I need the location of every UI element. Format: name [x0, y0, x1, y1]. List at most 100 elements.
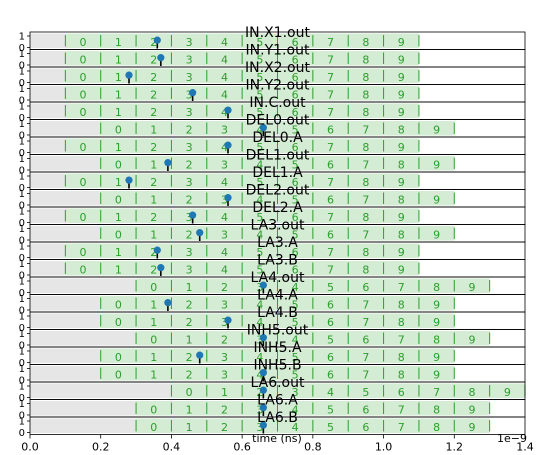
lane-title: IN.X1.out: [245, 25, 310, 41]
segment-label: 4: [292, 404, 299, 417]
segment-label: 7: [362, 351, 369, 364]
segment-label: 3: [186, 54, 193, 67]
segment-label: 4: [221, 176, 228, 189]
segment-label: 3: [221, 369, 228, 382]
idle-region: [30, 86, 66, 101]
segment-label: 6: [292, 54, 299, 67]
idle-region: [30, 103, 66, 118]
segment-label: 8: [362, 54, 369, 67]
segment-label: 2: [221, 421, 228, 434]
segment-label: 4: [221, 36, 228, 49]
y-tick-label: 0: [19, 218, 25, 229]
lane-18: 0 1 2 3 4 5 6 7 8 910: [19, 347, 526, 369]
segment-label: 2: [186, 299, 193, 312]
segment-label: 8: [398, 229, 405, 242]
segment-label: 9: [398, 246, 405, 259]
segment-label: 3: [256, 281, 263, 294]
y-tick-label: 0: [19, 341, 25, 352]
event-marker: [125, 71, 133, 79]
lane-1: 0 1 2 3 4 5 6 7 8 910: [19, 49, 526, 72]
segment-label: 4: [256, 316, 263, 329]
segment-label: 5: [292, 124, 299, 137]
segment-label: 2: [150, 176, 157, 189]
event-marker: [196, 229, 204, 237]
segment-label: 5: [292, 299, 299, 312]
segment-label: 6: [292, 106, 299, 119]
lane-5: 0 1 2 3 4 5 6 7 8 910: [19, 119, 526, 142]
segment-label: 6: [327, 299, 334, 312]
lane-15: 0 1 2 3 4 5 6 7 8 910: [19, 294, 526, 317]
segment-label: 9: [433, 299, 440, 312]
x-tick-label: 0.6: [233, 441, 251, 454]
segment-label: 1: [150, 316, 157, 329]
segment-label: 5: [327, 404, 334, 417]
event-marker: [153, 246, 161, 254]
segment-label: 5: [256, 176, 263, 189]
segment-label: 7: [433, 386, 440, 399]
segment-label: 8: [362, 141, 369, 154]
segment-label: 5: [292, 159, 299, 172]
segment-label: 9: [398, 264, 405, 277]
segment-label: 3: [221, 194, 228, 207]
y-tick-label: 0: [19, 61, 25, 72]
idle-region: [30, 401, 137, 416]
lane-title: IN.X2.out: [245, 60, 310, 76]
segment-label: 2: [150, 211, 157, 224]
lane-title: INH5.A: [253, 340, 301, 356]
segment-label: 8: [433, 334, 440, 347]
segment-label: 6: [292, 211, 299, 224]
segment-label: 9: [398, 71, 405, 84]
segment-label: 8: [362, 106, 369, 119]
segment-label: 1: [115, 211, 122, 224]
y-tick-label: 1: [19, 207, 25, 218]
event-marker: [259, 386, 267, 394]
segment-label: 8: [362, 264, 369, 277]
segment-label: 2: [150, 141, 157, 154]
y-tick-label: 1: [19, 32, 25, 43]
segment-label: 9: [398, 211, 405, 224]
lane-frame: [29, 416, 526, 435]
y-tick-label: 1: [19, 382, 25, 393]
segment-label: 6: [292, 89, 299, 102]
segment-label: 0: [150, 421, 157, 434]
y-tick-label: 1: [19, 364, 25, 375]
lane-10: 0 1 2 3 4 5 6 7 8 910: [19, 207, 526, 229]
segment-label: 0: [115, 351, 122, 364]
lane-title: DEL1.A: [252, 165, 303, 181]
segment-label: 2: [186, 369, 193, 382]
segment-label: 1: [115, 264, 122, 277]
lane-16: 0 1 2 3 4 5 6 7 8 910: [19, 312, 526, 334]
segment-label: 7: [327, 176, 334, 189]
segment-label: 0: [150, 404, 157, 417]
segment-label: 9: [433, 316, 440, 329]
x-tick-label: 0.2: [92, 441, 110, 454]
segment-label: 5: [327, 334, 334, 347]
segment-label: 2: [186, 351, 193, 364]
event-marker: [189, 89, 197, 97]
segment-label: 5: [292, 351, 299, 364]
segment-label: 5: [256, 89, 263, 102]
segment-label: 5: [292, 316, 299, 329]
y-tick-label: 1: [19, 189, 25, 200]
segment-label: 1: [150, 229, 157, 242]
y-tick-label: 0: [19, 201, 25, 212]
y-tick-label: 1: [19, 347, 25, 358]
segment-label: 1: [221, 386, 228, 399]
event-marker: [157, 264, 165, 272]
segment-label: 8: [433, 421, 440, 434]
segment-label: 0: [150, 334, 157, 347]
segment-label: 0: [115, 124, 122, 137]
idle-region: [30, 191, 101, 206]
segment-label: 5: [256, 246, 263, 259]
segment-label: 5: [256, 264, 263, 277]
segment-label: 1: [186, 404, 193, 417]
segment-label: 9: [398, 141, 405, 154]
segment-label: 2: [186, 229, 193, 242]
y-tick-label: 0: [19, 393, 25, 404]
event-marker: [224, 194, 232, 202]
segment-label: 8: [433, 281, 440, 294]
event-marker: [224, 316, 232, 324]
segment-label: 1: [115, 54, 122, 67]
segment-label: 9: [468, 404, 475, 417]
segment-label: 1: [115, 141, 122, 154]
